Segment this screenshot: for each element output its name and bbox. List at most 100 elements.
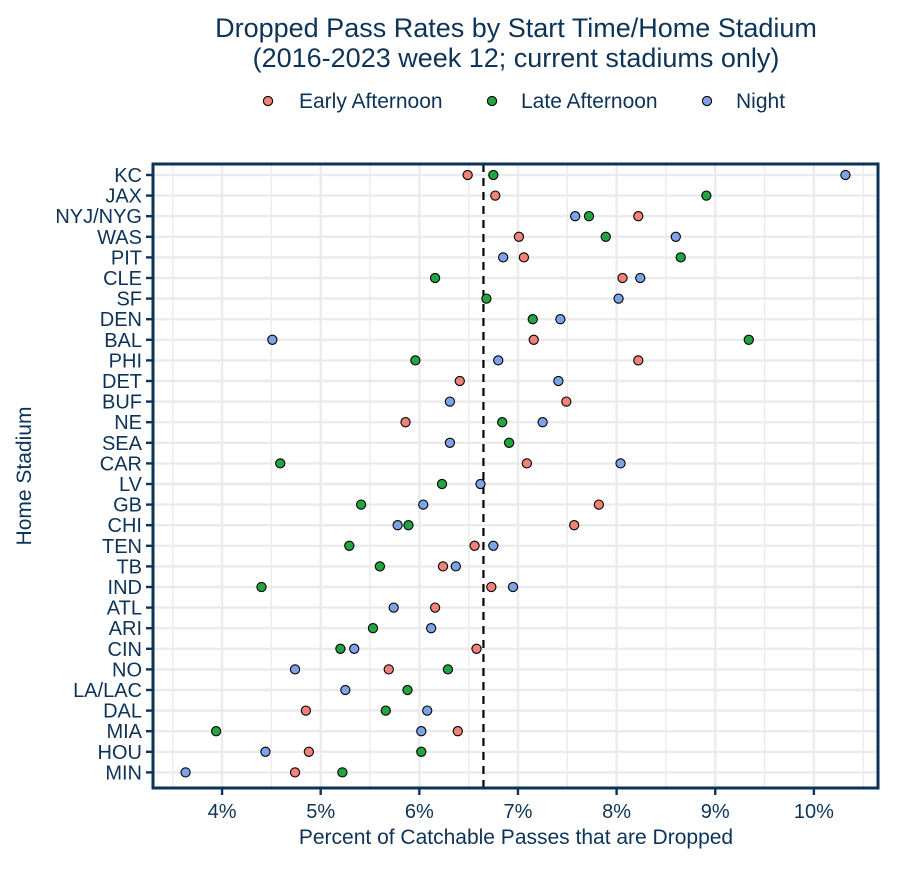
- y-tick-label: NE: [114, 412, 142, 434]
- y-tick-label: SF: [116, 289, 142, 311]
- point-night: [635, 272, 646, 284]
- point-early-afternoon: [528, 334, 539, 345]
- y-axis-title: Home Stadium: [13, 407, 36, 546]
- point-late-afternoon: [256, 581, 267, 593]
- y-tick-label: TEN: [102, 536, 142, 558]
- point-late-afternoon: [527, 314, 538, 325]
- point-night: [392, 520, 403, 531]
- legend-key-night: [701, 95, 713, 107]
- point-night: [418, 499, 429, 510]
- point-night: [260, 746, 271, 757]
- point-early-afternoon: [462, 169, 473, 181]
- point-night: [493, 355, 504, 366]
- y-tick-label: WAS: [97, 227, 142, 249]
- point-night: [670, 231, 681, 242]
- point-late-afternoon: [503, 437, 515, 448]
- point-early-afternoon: [300, 705, 312, 716]
- y-tick-label: DET: [102, 371, 142, 393]
- plot-background: [153, 164, 878, 788]
- point-late-afternoon: [675, 252, 686, 263]
- chart-title-line-2: (2016-2023 week 12; current stadiums onl…: [253, 43, 780, 73]
- x-tick-label: 10%: [794, 801, 834, 823]
- point-early-afternoon: [569, 520, 580, 531]
- legend-key-early-afternoon: [262, 95, 274, 107]
- point-late-afternoon: [743, 334, 754, 345]
- point-late-afternoon: [337, 767, 348, 778]
- y-tick-label: JAX: [105, 186, 142, 208]
- point-late-afternoon: [701, 190, 712, 201]
- point-late-afternoon: [436, 478, 448, 490]
- x-tick-label: 4%: [208, 801, 237, 823]
- point-night: [555, 314, 566, 325]
- x-tick-label: 9%: [701, 801, 730, 823]
- point-night: [422, 705, 433, 716]
- point-night: [507, 581, 519, 593]
- y-tick-label: CAR: [100, 453, 142, 475]
- point-late-afternoon: [374, 561, 386, 572]
- point-late-afternoon: [583, 211, 595, 222]
- point-early-afternoon: [303, 746, 315, 757]
- x-tick-label: 7%: [504, 801, 533, 823]
- y-tick-label: NO: [112, 659, 142, 681]
- point-early-afternoon: [400, 417, 411, 428]
- point-early-afternoon: [593, 499, 605, 510]
- gridlines: [153, 164, 878, 788]
- x-axis: 4% 5% 6% 7% 8% 9% 10%: [208, 788, 834, 823]
- y-tick-label: PHI: [109, 350, 142, 372]
- point-night: [570, 211, 581, 222]
- point-early-afternoon: [289, 767, 301, 778]
- point-early-afternoon: [471, 643, 482, 654]
- point-late-afternoon: [442, 664, 454, 675]
- y-tick-label: CLE: [103, 268, 142, 290]
- point-early-afternoon: [454, 375, 465, 387]
- point-early-afternoon: [633, 211, 644, 222]
- point-early-afternoon: [486, 581, 497, 593]
- point-late-afternoon: [481, 293, 492, 304]
- point-night: [289, 664, 301, 675]
- y-tick-label: DAL: [103, 701, 142, 723]
- x-tick-label: 5%: [306, 801, 335, 823]
- point-night: [267, 334, 278, 345]
- point-late-afternoon: [410, 355, 421, 366]
- point-late-afternoon: [429, 272, 441, 284]
- y-axis: KCJAXNYJ/NYGWASPITCLESFDENBALPHIDETBUFNE…: [55, 165, 153, 784]
- y-tick-label: CHI: [108, 515, 142, 537]
- point-early-afternoon: [521, 458, 532, 469]
- point-early-afternoon: [617, 272, 628, 284]
- y-tick-label: TB: [116, 556, 142, 578]
- legend-label-early-afternoon: Early Afternoon: [299, 90, 443, 113]
- point-late-afternoon: [335, 643, 346, 654]
- plot-area: [153, 164, 878, 788]
- point-late-afternoon: [403, 520, 414, 531]
- y-tick-label: LV: [119, 474, 143, 496]
- point-late-afternoon: [600, 231, 611, 242]
- y-tick-label: ATL: [107, 598, 142, 620]
- point-early-afternoon: [429, 602, 441, 613]
- point-night: [426, 623, 437, 634]
- point-late-afternoon: [210, 726, 222, 737]
- x-axis-title: Percent of Catchable Passes that are Dro…: [299, 826, 733, 849]
- y-tick-label: LA/LAC: [73, 680, 142, 702]
- data-points: [180, 169, 851, 778]
- chart-title-line-1: Dropped Pass Rates by Start Time/Home St…: [215, 13, 817, 43]
- point-night: [615, 458, 626, 469]
- y-tick-label: MIA: [106, 721, 142, 743]
- point-night: [537, 417, 548, 428]
- point-late-afternoon: [402, 684, 413, 696]
- point-night: [388, 602, 399, 613]
- point-early-afternoon: [469, 540, 480, 551]
- y-tick-label: ARI: [109, 618, 142, 640]
- point-late-afternoon: [355, 499, 367, 510]
- point-night: [840, 169, 851, 181]
- y-tick-label: CIN: [108, 639, 142, 661]
- point-early-afternoon: [561, 396, 572, 407]
- legend-key-late-afternoon: [486, 95, 498, 107]
- point-early-afternoon: [383, 664, 394, 675]
- point-night: [180, 767, 191, 778]
- x-tick-label: 6%: [405, 801, 434, 823]
- point-night: [498, 252, 509, 263]
- point-late-afternoon: [488, 169, 499, 181]
- y-tick-label: DEN: [100, 309, 142, 331]
- y-tick-label: MIN: [105, 762, 142, 784]
